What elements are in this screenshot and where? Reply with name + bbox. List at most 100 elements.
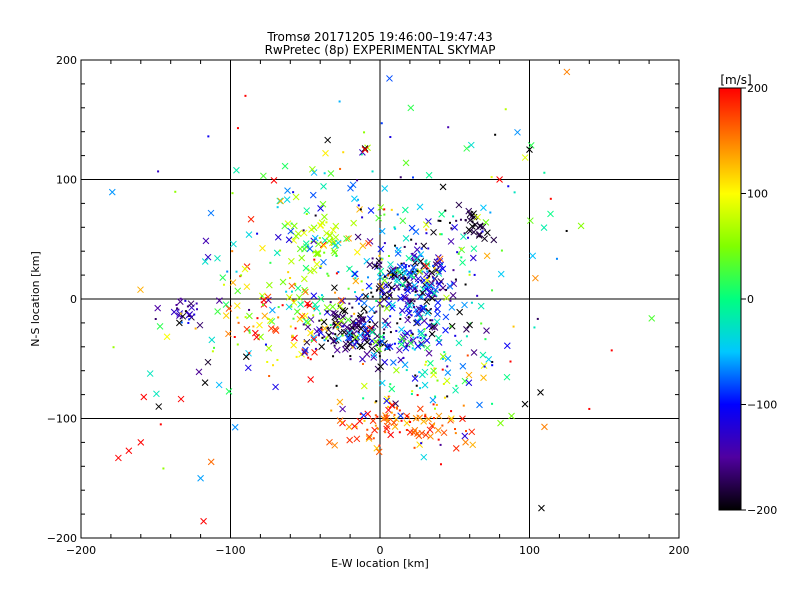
point-cross [310,266,318,274]
point-cross [418,330,426,337]
point-dot [423,328,426,331]
point-dot [393,413,396,416]
point-cross [204,358,212,366]
point-cross [332,310,339,318]
point-cross [349,318,357,326]
point-cross [294,284,302,292]
point-dot [373,311,376,314]
point-dot [513,191,516,194]
point-dot [248,331,251,334]
point-dot [424,260,427,263]
point-cross [366,315,374,322]
point-cross [403,419,411,427]
point-cross [332,222,340,230]
point-dot [394,227,397,230]
point-cross [321,325,329,332]
point-cross [329,303,337,311]
point-cross [327,170,335,177]
point-cross [354,233,362,241]
point-cross [320,182,327,190]
point-cross [214,308,221,315]
point-cross [303,207,311,214]
point-cross [398,341,405,348]
point-cross [389,301,396,309]
point-dot [379,295,382,298]
point-cross [285,236,293,244]
point-cross [302,264,310,272]
point-dot [367,276,370,279]
point-cross [497,419,504,427]
point-dot [509,360,512,363]
point-dot [418,371,421,374]
point-cross [416,293,424,301]
point-cross [311,349,318,356]
point-cross [443,377,451,385]
point-dot [285,290,288,293]
point-cross [301,286,308,294]
point-cross [330,309,337,317]
point-cross [376,283,384,290]
point-cross [329,226,337,234]
point-dot [188,318,191,321]
point-cross [202,237,210,245]
point-dot [415,384,418,387]
point-cross [268,318,276,325]
point-cross [306,245,314,253]
point-dot [342,151,345,154]
point-cross [398,274,405,282]
point-dot [357,198,360,201]
point-dot [335,272,338,275]
point-cross [170,308,178,316]
point-cross [424,344,431,352]
point-cross [366,261,374,268]
point-cross [461,301,468,309]
point-cross [346,329,353,337]
point-dot [357,331,360,334]
point-cross [521,154,529,161]
point-cross [392,415,400,423]
point-cross [424,309,432,317]
point-dot [266,360,269,363]
point-cross [448,303,456,311]
point-dot [375,265,378,268]
point-cross [376,273,384,281]
point-dot [417,281,420,284]
point-dot [406,297,409,300]
point-cross [393,275,401,283]
point-dot [264,343,267,346]
point-dot [252,325,255,328]
point-cross [260,172,267,180]
point-cross [270,177,278,184]
point-dot [476,294,479,297]
point-cross [411,259,419,267]
point-cross [400,333,407,341]
point-cross [307,376,315,383]
point-cross [342,340,350,348]
point-cross [452,386,459,394]
point-dot [323,339,326,342]
point-cross [377,363,385,370]
point-cross [163,333,171,341]
point-cross [377,282,385,290]
point-dot [195,302,198,305]
point-dot [213,346,216,349]
point-cross [387,261,394,268]
point-cross [346,265,353,273]
point-cross [423,337,431,344]
point-cross [336,398,344,406]
point-dot [467,236,470,239]
point-cross [476,230,483,238]
point-dot [318,236,321,239]
point-cross [302,288,309,296]
point-dot [420,254,423,257]
point-dot [610,349,613,352]
point-cross [440,429,448,437]
point-dot [434,395,437,398]
point-dot [432,277,435,280]
point-cross [398,335,406,343]
point-cross [343,344,351,352]
point-cross [330,337,337,345]
y-tick-label: 200 [56,54,77,67]
colorbar-tick-label: 200 [747,82,768,95]
point-cross [351,195,358,203]
